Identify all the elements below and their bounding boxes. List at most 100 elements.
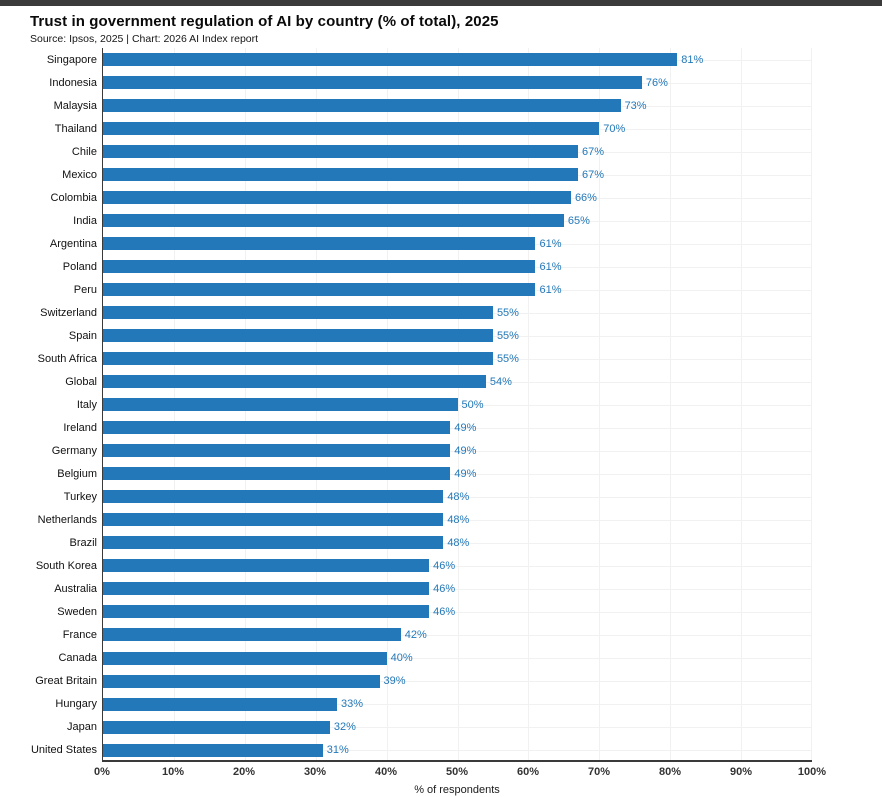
country-label: Italy	[76, 398, 97, 411]
bar-row: Chile 67%	[72, 140, 812, 163]
gridline-vertical	[741, 48, 743, 761]
value-label: 49%	[454, 421, 477, 434]
gridline-horizontal	[103, 496, 812, 498]
bar	[103, 214, 564, 228]
bar	[103, 76, 642, 90]
bar	[103, 743, 323, 757]
gridline-horizontal	[103, 681, 812, 683]
bar	[103, 352, 493, 366]
x-axis-ticks: 0% 10% 20% 30% 40% 50% 60% 70% 80% 90% 100%	[94, 766, 826, 781]
gridline-vertical	[599, 48, 601, 761]
country-label: Turkey	[63, 490, 97, 503]
bar-row: Great Britain 39%	[35, 670, 812, 693]
bar-row: Italy 50%	[77, 393, 812, 416]
country-label: Malaysia	[53, 99, 97, 112]
value-label: 50%	[461, 398, 484, 411]
gridline-horizontal	[103, 588, 812, 590]
value-label: 33%	[340, 698, 363, 711]
gridline-horizontal	[103, 565, 812, 567]
bar	[103, 375, 486, 389]
value-label: 70%	[603, 122, 626, 135]
country-label: Hungary	[55, 698, 97, 711]
bar-row: Poland 61%	[63, 255, 812, 278]
value-label: 81%	[681, 53, 704, 66]
gridline-horizontal	[103, 658, 812, 659]
bar-row: Colombia 66%	[51, 186, 812, 209]
bar-row: Turkey 48%	[64, 485, 812, 508]
bar-row: Indonesia 76%	[49, 71, 812, 94]
bar	[103, 145, 579, 159]
bar-row: South Africa 55%	[38, 347, 812, 370]
country-label: Switzerland	[40, 306, 97, 319]
value-label: 49%	[454, 467, 477, 480]
x-tick-label: 100%	[797, 766, 827, 779]
gridline-vertical	[528, 48, 530, 761]
country-label: Indonesia	[49, 76, 97, 89]
bar	[103, 605, 430, 619]
x-tick-label: 60%	[516, 766, 540, 779]
country-label: Australia	[54, 582, 97, 595]
bar-row: United States 31%	[31, 739, 812, 762]
bar	[103, 490, 444, 504]
country-label: Belgium	[57, 467, 97, 480]
country-label: India	[73, 214, 97, 227]
bar-row: Ireland 49%	[63, 416, 812, 439]
x-tick-label: 0%	[94, 766, 110, 779]
bar-row: Mexico 67%	[62, 163, 812, 186]
chart-title: Trust in government regulation of AI by …	[30, 13, 499, 30]
bar	[103, 697, 337, 711]
bar	[103, 122, 600, 136]
value-label: 40%	[390, 652, 413, 664]
bar	[103, 398, 458, 412]
bar	[103, 99, 621, 113]
country-label: United States	[30, 744, 97, 757]
country-label: South Korea	[35, 559, 97, 572]
bar	[103, 444, 451, 458]
x-tick-label: 10%	[161, 766, 185, 779]
value-label: 65%	[567, 214, 590, 227]
bar-row: Japan 32%	[67, 716, 812, 739]
x-tick-label: 20%	[232, 766, 256, 779]
value-label: 46%	[433, 559, 456, 572]
bar-row: South Korea 46%	[36, 554, 812, 577]
bar-row: Netherlands 48%	[38, 508, 812, 531]
x-tick-label: 30%	[303, 766, 327, 779]
bar-row: Malaysia 73%	[54, 94, 812, 117]
country-label: Netherlands	[37, 513, 97, 526]
bar	[103, 53, 678, 67]
value-label: 31%	[326, 744, 349, 757]
plot-area: Singapore 81% Indonesia 76% Malaysia 73% Thail…	[31, 48, 812, 763]
x-tick-label: 80%	[658, 766, 682, 779]
value-label: 55%	[496, 329, 519, 342]
gridline-vertical	[811, 48, 812, 761]
gridline-horizontal	[103, 727, 812, 729]
bar-row: Brazil 48%	[69, 531, 812, 554]
gridline-horizontal	[103, 634, 812, 636]
bar-row: Sweden 46%	[57, 600, 812, 623]
country-label: Peru	[73, 283, 97, 296]
value-label: 55%	[496, 306, 519, 319]
value-label: 39%	[383, 675, 406, 688]
country-label: Germany	[51, 444, 97, 457]
gridline-horizontal	[103, 611, 812, 613]
value-label: 48%	[447, 513, 470, 526]
bar-row: France 42%	[63, 623, 812, 646]
bar-row: Hungary 33%	[55, 693, 812, 716]
gridline-horizontal	[103, 473, 812, 475]
country-label: Mexico	[62, 168, 97, 181]
bar-chart: Singapore 81% Indonesia 76% Malaysia 73% Thail…	[0, 48, 882, 796]
gridline-vertical	[670, 48, 672, 761]
value-label: 61%	[539, 283, 562, 296]
country-label: Sweden	[57, 605, 97, 618]
value-label: 48%	[447, 490, 470, 503]
x-tick-label: 70%	[587, 766, 611, 779]
value-label: 67%	[582, 145, 605, 158]
x-tick-label: 50%	[445, 766, 469, 779]
country-label: Spain	[68, 329, 97, 342]
gridline-vertical	[457, 48, 459, 761]
bar	[103, 582, 430, 596]
country-label: Japan	[67, 721, 97, 734]
bar	[103, 467, 451, 481]
country-label: Argentina	[49, 237, 97, 250]
